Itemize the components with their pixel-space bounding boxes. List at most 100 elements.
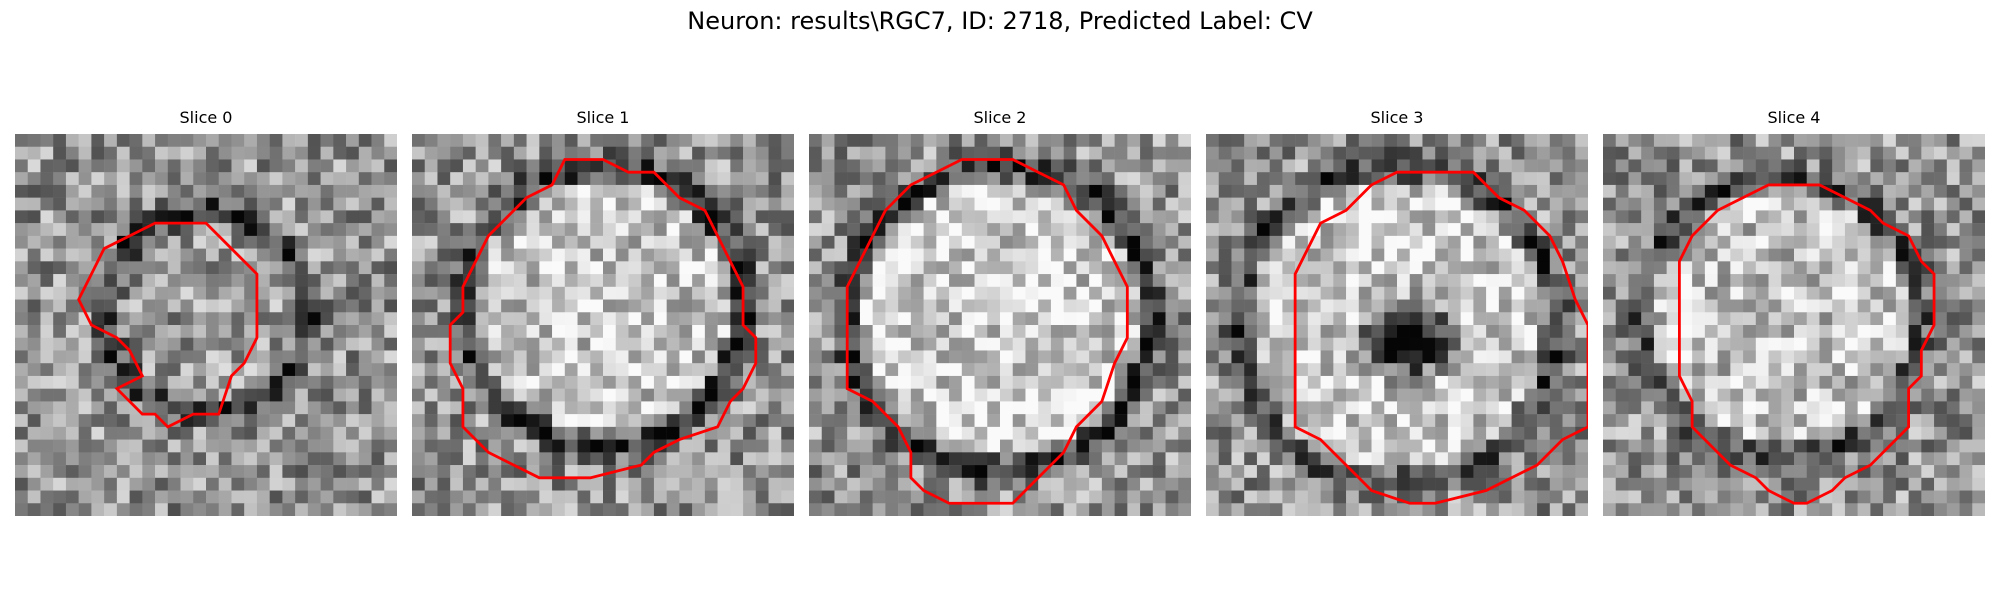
image-pixel — [1641, 401, 1655, 415]
image-pixel — [307, 235, 321, 249]
image-pixel — [1575, 159, 1588, 173]
image-pixel — [1794, 490, 1807, 504]
image-pixel — [910, 248, 924, 262]
image-pixel — [1371, 146, 1385, 160]
image-pixel — [1486, 350, 1500, 364]
image-pixel — [1730, 286, 1744, 300]
image-pixel — [1333, 503, 1347, 516]
image-pixel — [1000, 325, 1013, 338]
image-pixel — [1498, 503, 1512, 516]
image-pixel — [615, 337, 629, 351]
image-pixel — [1832, 146, 1846, 160]
image-pixel — [104, 350, 118, 364]
image-pixel — [755, 235, 769, 249]
image-pixel — [269, 503, 283, 516]
image-pixel — [40, 503, 54, 516]
image-pixel — [78, 337, 92, 351]
image-pixel — [910, 223, 924, 237]
image-pixel — [1140, 337, 1154, 351]
image-pixel — [628, 223, 642, 237]
image-pixel — [1050, 477, 1064, 491]
image-pixel — [1307, 363, 1321, 377]
image-pixel — [53, 235, 67, 249]
image-pixel — [244, 146, 258, 160]
image-pixel — [1615, 337, 1629, 351]
image-pixel — [641, 363, 655, 377]
image-pixel — [180, 184, 194, 198]
image-pixel — [1244, 375, 1258, 389]
image-pixel — [295, 477, 309, 491]
image-pixel — [1692, 350, 1706, 364]
image-pixel — [104, 159, 118, 173]
image-pixel — [859, 146, 873, 160]
image-pixel — [885, 337, 899, 351]
image-pixel — [1282, 490, 1296, 504]
image-pixel — [269, 325, 283, 338]
image-pixel — [1231, 210, 1245, 224]
image-pixel — [1704, 490, 1718, 504]
image-pixel — [1435, 274, 1449, 288]
image-pixel — [1282, 388, 1296, 402]
image-pixel — [1397, 452, 1410, 466]
image-pixel — [384, 261, 397, 275]
image-pixel — [653, 312, 667, 326]
image-pixel — [320, 184, 334, 198]
image-pixel — [1218, 134, 1232, 147]
image-pixel — [1806, 401, 1820, 415]
image-pixel — [358, 490, 372, 504]
image-pixel — [1653, 465, 1667, 479]
image-pixel — [1358, 350, 1372, 364]
image-pixel — [1358, 146, 1372, 160]
image-pixel — [615, 197, 629, 211]
image-pixel — [53, 248, 67, 262]
image-pixel — [1206, 325, 1219, 338]
image-pixel — [910, 426, 924, 440]
image-pixel — [1755, 197, 1769, 211]
image-pixel — [1755, 312, 1769, 326]
image-pixel — [282, 375, 296, 389]
image-pixel — [1127, 477, 1141, 491]
image-pixel — [91, 375, 105, 389]
image-pixel — [475, 426, 489, 440]
image-pixel — [1473, 248, 1487, 262]
image-pixel — [1422, 134, 1436, 147]
image-pixel — [78, 426, 92, 440]
image-pixel — [1063, 248, 1077, 262]
image-pixel — [1755, 286, 1769, 300]
image-pixel — [987, 388, 1001, 402]
image-pixel — [834, 490, 848, 504]
image-pixel — [1152, 325, 1166, 338]
image-pixel — [1653, 490, 1667, 504]
image-pixel — [653, 248, 667, 262]
image-pixel — [1000, 210, 1013, 224]
image-pixel — [615, 439, 629, 453]
image-pixel — [768, 172, 782, 186]
image-pixel — [1358, 452, 1372, 466]
image-pixel — [1486, 439, 1500, 453]
image-pixel — [936, 312, 950, 326]
image-pixel — [834, 388, 848, 402]
image-pixel — [859, 325, 873, 338]
image-pixel — [91, 312, 105, 326]
image-pixel — [1743, 286, 1757, 300]
image-pixel — [231, 414, 245, 428]
image-pixel — [1781, 223, 1795, 237]
image-pixel — [1717, 388, 1731, 402]
image-pixel — [231, 350, 245, 364]
image-pixel — [1959, 452, 1973, 466]
image-pixel — [961, 414, 975, 428]
image-pixel — [590, 223, 604, 237]
image-pixel — [1704, 172, 1718, 186]
image-pixel — [1269, 426, 1283, 440]
image-pixel — [653, 235, 667, 249]
image-pixel — [1114, 146, 1128, 160]
image-pixel — [1320, 363, 1334, 377]
image-pixel — [1152, 134, 1166, 147]
image-pixel — [1320, 337, 1334, 351]
image-pixel — [1076, 465, 1090, 479]
image-pixel — [679, 414, 693, 428]
image-pixel — [1218, 414, 1232, 428]
image-pixel — [116, 134, 130, 147]
image-pixel — [1704, 184, 1718, 198]
image-pixel — [1959, 503, 1973, 516]
